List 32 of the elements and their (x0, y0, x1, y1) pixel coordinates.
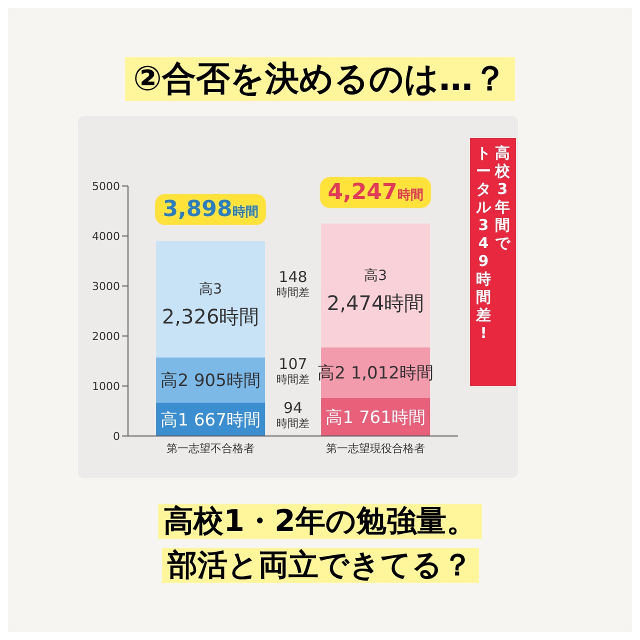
bar (156, 241, 266, 358)
y-tick-label: 3000 (92, 280, 120, 293)
annotation: 148 時間差 (276, 268, 310, 299)
total-label: 3,898時間 (154, 194, 266, 226)
y-tick-label: 4000 (92, 230, 120, 243)
chart-title: ②合否を決めるのは…？ (125, 57, 515, 101)
data-label: 1,012時間 (350, 364, 434, 384)
text: 高校1・2年の勉強量。 (158, 504, 482, 539)
y-tick-label: 0 (113, 430, 120, 443)
text: 高2 (160, 370, 189, 391)
text: 高1 (160, 410, 189, 430)
annotation: 107 時間差 (276, 354, 310, 386)
annotation: 94 時間差 (276, 398, 310, 430)
text: 高校3年間で (494, 144, 511, 252)
data-label: 761時間 (358, 408, 426, 428)
text: 高3 (364, 268, 388, 284)
text: トータル349時間差! (476, 144, 491, 342)
total-label: 4,247時間 (320, 176, 432, 208)
data-label: 2,326時間 (162, 304, 260, 329)
y-tick-label: 5000 (92, 180, 120, 193)
text: 部活と両立できてる？ (162, 548, 478, 582)
bar (321, 224, 430, 348)
y-tick-label: 1000 (92, 380, 120, 393)
data-label: 905時間 (194, 370, 260, 391)
series-label: 高3 (199, 282, 222, 298)
data-label: 2,474時間 (326, 290, 424, 315)
x-tick-label: 第一志望現役合格者 (326, 442, 425, 455)
series-label: 高1 (326, 408, 354, 428)
series-label: 高2 (318, 364, 346, 384)
data-label: 667時間 (194, 410, 260, 430)
x-tick-label: 第一志望不合格者 (166, 442, 254, 455)
y-tick-label: 2000 (92, 330, 120, 343)
